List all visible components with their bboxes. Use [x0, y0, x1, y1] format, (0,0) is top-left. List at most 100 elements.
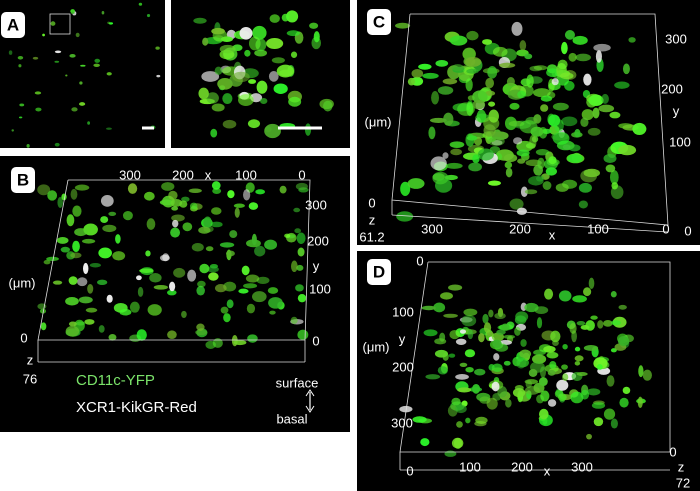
cell [264, 123, 281, 139]
cell [491, 381, 500, 392]
axis-text: 100 [235, 167, 257, 182]
axis-text: 200 [511, 459, 533, 474]
cell [87, 284, 94, 294]
cell [205, 340, 216, 349]
cell [281, 13, 290, 22]
cell [65, 325, 80, 337]
cell [609, 111, 621, 119]
axis-text: 300 [665, 31, 687, 46]
cell [296, 232, 306, 244]
cell [465, 57, 482, 67]
axis-text: 0 [368, 195, 375, 210]
cell [181, 310, 187, 318]
cell [273, 83, 288, 94]
cell [477, 148, 494, 161]
cell [619, 397, 629, 408]
cell [449, 35, 468, 46]
cell [504, 161, 513, 169]
cell [603, 319, 613, 327]
cell [220, 306, 229, 314]
cell [37, 184, 51, 196]
cell [173, 267, 186, 278]
cell [395, 22, 411, 29]
axis-text: (μm) [9, 275, 36, 290]
cell [245, 274, 260, 283]
cell [276, 64, 294, 78]
cell [574, 361, 581, 366]
cell [286, 10, 299, 23]
cell [435, 60, 449, 67]
cell [515, 356, 527, 369]
cell [288, 96, 302, 107]
cell [488, 101, 496, 107]
cell [71, 107, 78, 112]
cell [466, 101, 474, 117]
cell [442, 78, 458, 85]
cell [136, 275, 142, 281]
cell [313, 31, 320, 43]
cell [430, 156, 447, 171]
cell [259, 98, 268, 104]
cell [407, 77, 416, 86]
cell [407, 178, 425, 189]
cell [561, 364, 568, 370]
cell [256, 80, 268, 94]
cell [422, 72, 439, 79]
cell [72, 240, 80, 252]
cell [533, 65, 548, 71]
cell [72, 205, 82, 217]
cell [227, 190, 235, 199]
cell [243, 283, 258, 289]
cell [562, 373, 569, 381]
cell [122, 210, 133, 221]
cell [203, 216, 212, 228]
cell [239, 26, 253, 40]
cell [468, 162, 482, 172]
cell [233, 340, 247, 346]
cell [434, 338, 447, 345]
cell [455, 338, 467, 345]
cell [76, 277, 88, 287]
cell [443, 313, 458, 318]
axis-text: y [313, 258, 320, 273]
cell [8, 50, 13, 55]
cell [255, 189, 266, 195]
cell [487, 66, 498, 79]
cell [536, 317, 543, 329]
cell [540, 390, 550, 402]
cell [491, 363, 503, 373]
cell [560, 72, 574, 80]
cell [505, 167, 513, 178]
cell [219, 242, 235, 248]
cell [451, 397, 461, 406]
cell [442, 152, 449, 159]
cell [637, 396, 643, 408]
panel-labels: A B C D [1, 9, 391, 285]
cell [286, 30, 300, 37]
cell [466, 30, 479, 41]
cell [254, 49, 268, 57]
cell [83, 262, 89, 275]
cell [201, 71, 220, 82]
cell [246, 303, 256, 314]
cell [642, 369, 652, 381]
cell [145, 250, 151, 257]
cell [593, 417, 604, 427]
cell [540, 104, 549, 112]
cell [18, 116, 23, 119]
cell [535, 175, 545, 182]
cell [87, 121, 91, 125]
axis-text: 300 [571, 459, 593, 474]
cell [18, 64, 22, 68]
cell [182, 222, 193, 232]
cell [106, 127, 112, 130]
cell [147, 304, 162, 316]
cell [601, 93, 609, 104]
cell [75, 32, 80, 38]
cell [214, 66, 223, 75]
cell [525, 379, 532, 389]
cell [297, 294, 307, 303]
cell [247, 334, 258, 343]
cell [596, 364, 603, 371]
cell [42, 33, 45, 37]
